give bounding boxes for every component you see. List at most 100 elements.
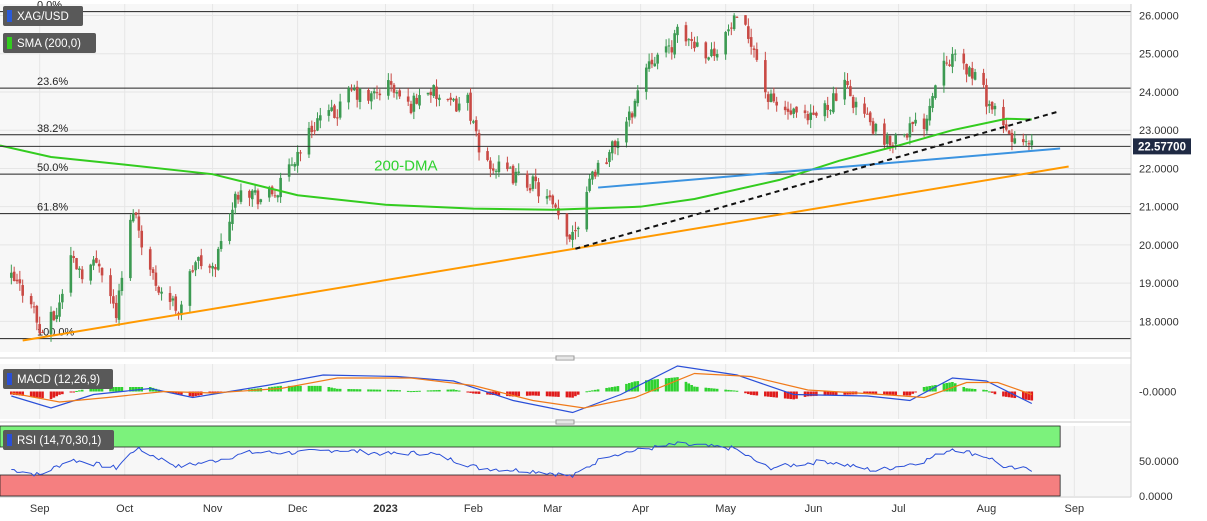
candle-bull <box>942 60 946 86</box>
candle-bear <box>511 165 515 184</box>
candle-bear <box>100 267 104 276</box>
macd-bar-positive <box>713 388 716 392</box>
macd-tag-swatch <box>7 373 12 385</box>
macd-bar-negative <box>497 391 501 396</box>
macd-bar-positive <box>336 388 339 392</box>
candle-bear <box>248 190 251 198</box>
macd-bar-negative <box>783 391 787 399</box>
candle-bull <box>239 190 243 202</box>
candle-bull <box>290 164 294 166</box>
candle-bear <box>735 16 739 18</box>
candle-bull <box>494 170 498 172</box>
macd-bar-negative <box>214 391 217 393</box>
candle-bear <box>168 293 172 302</box>
candle-bear <box>922 118 926 129</box>
macd-bar-positive <box>953 383 957 392</box>
candle-bear <box>474 120 478 132</box>
macd-bar-positive <box>951 382 954 392</box>
macd-bar-negative <box>1021 391 1025 400</box>
macd-bar-negative <box>772 391 776 398</box>
candle-bear <box>846 81 849 86</box>
candle-bear <box>574 230 577 232</box>
candle-bull <box>517 171 521 173</box>
macd-bar-negative <box>574 391 577 397</box>
macd-bar-positive <box>290 385 294 392</box>
candle-bull <box>968 67 971 77</box>
candle-bull <box>823 103 827 117</box>
macd-bar-negative <box>576 391 580 395</box>
candle-bull <box>596 162 600 175</box>
macd-bar-positive <box>313 385 316 392</box>
price-panel-background <box>0 4 1131 352</box>
candle-bear <box>826 104 829 110</box>
macd-bar-positive <box>387 389 390 392</box>
candle-bear <box>151 269 155 273</box>
candle-bull <box>829 110 832 112</box>
macd-bar-positive <box>355 389 359 392</box>
macd-bar-negative <box>806 391 810 397</box>
candle-bear <box>21 285 24 296</box>
rsi-tick-label: 50.0000 <box>1139 456 1179 468</box>
macd-bar-positive <box>92 387 95 392</box>
candle-bull <box>627 111 631 121</box>
macd-bar-positive <box>696 386 699 392</box>
macd-bar-positive <box>690 385 693 392</box>
macd-bar-positive <box>117 387 121 392</box>
sma-tag: SMA (200,0) <box>3 33 96 53</box>
macd-bar-negative <box>846 391 849 395</box>
candle-bear <box>299 152 302 154</box>
candle-bull <box>934 85 937 99</box>
price-tick-label: 26.0000 <box>1139 10 1179 22</box>
macd-bar-positive <box>299 385 302 392</box>
macd-bar-negative <box>786 391 790 399</box>
macd-bar-positive <box>327 387 331 392</box>
candle-bull <box>571 231 574 240</box>
macd-bar-negative <box>1027 391 1031 401</box>
macd-bar-negative <box>769 391 773 397</box>
candle-bear <box>95 257 98 263</box>
candle-bull <box>925 118 929 131</box>
macd-bar-positive <box>395 390 399 392</box>
x-tick-label: Sep <box>30 503 50 515</box>
macd-bar-positive <box>727 389 730 392</box>
x-axis: Sep Oct Nov Dec 2023 Feb Mar Apr May Jun Jul Aug Sep <box>0 4 1132 515</box>
candle-bull <box>370 93 373 102</box>
candle-bear <box>851 96 855 108</box>
macd-bar-positive <box>129 387 132 392</box>
macd-bar-negative <box>1002 391 1005 397</box>
candle-bull <box>338 101 342 118</box>
candle-bear <box>389 81 393 85</box>
candle-bear <box>948 64 951 66</box>
macd-bar-negative <box>826 391 829 396</box>
candle-bear <box>429 91 433 96</box>
macd-bar-negative <box>491 391 495 395</box>
macd-bar-positive <box>673 377 676 392</box>
macd-bar-negative <box>843 391 847 395</box>
candles <box>10 13 1034 342</box>
candle-bear <box>134 212 138 216</box>
candle-bull <box>78 268 81 270</box>
candle-bull <box>438 97 441 100</box>
macd-bar-negative <box>528 391 532 396</box>
candle-bear <box>208 265 212 268</box>
candle-bull <box>710 49 713 57</box>
candle-bear <box>38 324 41 334</box>
macd-bar-positive <box>446 389 450 392</box>
candle-bear <box>236 194 240 200</box>
macd-bar-positive <box>613 386 617 392</box>
macd-bar-negative <box>18 391 22 396</box>
candle-bear <box>491 168 495 171</box>
macd-bar-negative <box>534 391 538 396</box>
candle-bear <box>815 112 818 116</box>
candle-bear <box>982 72 985 85</box>
candle-bear <box>409 103 413 114</box>
macd-bar-positive <box>934 385 937 392</box>
macd-bar-positive <box>732 390 736 392</box>
candle-bull <box>885 135 889 144</box>
macd-bar-negative <box>551 391 555 397</box>
rsi-tag: RSI (14,70,30,1) <box>3 430 114 450</box>
macd-bar-positive <box>435 390 438 392</box>
macd-bar-positive <box>109 387 112 392</box>
candle-bear <box>154 272 158 286</box>
macd-bar-negative <box>792 391 795 400</box>
